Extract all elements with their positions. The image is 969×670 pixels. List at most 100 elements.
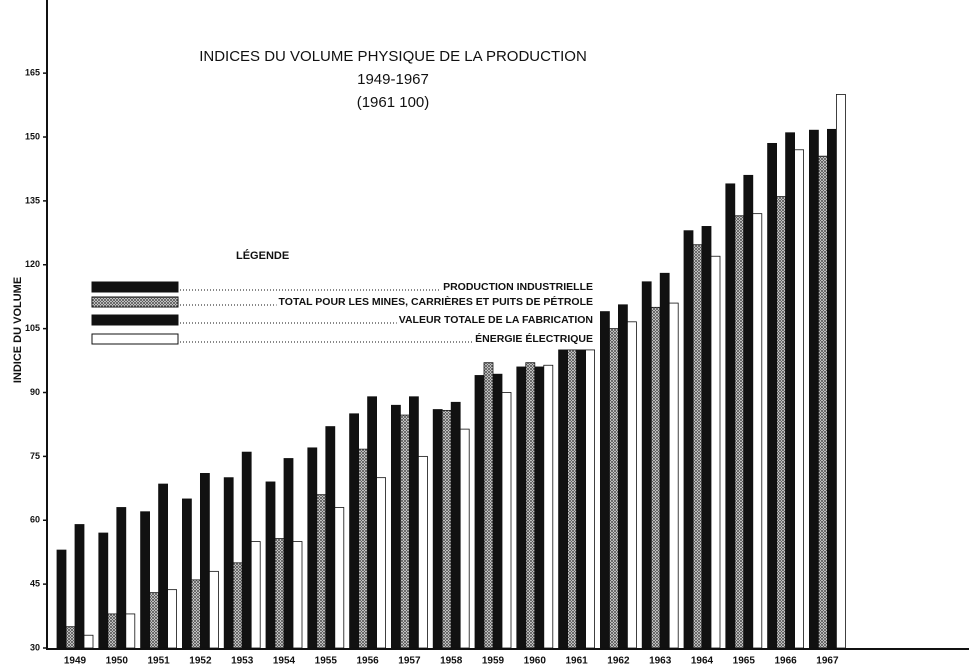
x-tick-label: 1960 (524, 656, 547, 667)
bar (125, 613, 136, 649)
bar (516, 366, 527, 649)
x-tick-label: 1955 (315, 656, 338, 667)
bar (250, 541, 261, 649)
bar (809, 129, 819, 649)
bar (367, 396, 378, 649)
bar (576, 349, 586, 649)
x-tick-label: 1956 (356, 656, 379, 667)
x-tick-label: 1965 (733, 656, 756, 667)
bar (358, 448, 369, 649)
y-tick-label: 105 (25, 323, 40, 333)
bar (543, 364, 554, 649)
y-tick-label: 90 (30, 387, 40, 397)
bar (692, 244, 703, 649)
bar (567, 349, 577, 649)
bar (618, 304, 628, 649)
bar (836, 94, 846, 649)
bar (600, 311, 610, 649)
x-tick-label: 1964 (691, 656, 714, 667)
bar (585, 349, 595, 649)
bar (459, 428, 470, 649)
bar (641, 281, 652, 649)
bar (390, 404, 401, 649)
x-tick-label: 1957 (398, 656, 421, 667)
bar (450, 401, 461, 649)
bar (474, 375, 485, 649)
bar (710, 255, 721, 649)
x-tick-label: 1954 (273, 656, 296, 667)
x-tick-label: 1951 (147, 656, 170, 667)
bar (776, 196, 786, 649)
bar (334, 507, 345, 649)
bar (534, 366, 545, 649)
bar (668, 302, 679, 649)
chart-title: INDICES DU VOLUME PHYSIQUE DE LA PRODUCT… (199, 48, 587, 65)
x-tick-label: 1962 (607, 656, 630, 667)
bar (752, 213, 763, 649)
bar (98, 532, 109, 649)
bar (274, 538, 285, 649)
bar (283, 458, 294, 649)
bar (158, 483, 169, 649)
bar (627, 321, 637, 649)
bar (492, 373, 503, 649)
bar (140, 511, 151, 649)
bar (441, 409, 452, 649)
y-tick-label: 120 (25, 259, 40, 269)
x-tick-label: 1953 (231, 656, 254, 667)
bar (56, 549, 67, 649)
bar (501, 392, 512, 649)
x-tick-label: 1961 (565, 656, 588, 667)
bar (83, 634, 94, 649)
bar (818, 155, 828, 649)
legend-swatch (91, 333, 179, 345)
bar (232, 562, 243, 649)
y-tick-label: 60 (30, 515, 40, 525)
bar (325, 426, 336, 649)
bar (265, 481, 276, 649)
legend-label: VALEUR TOTALE DE LA FABRICATION (399, 314, 593, 326)
x-tick-label: 1949 (64, 656, 87, 667)
x-tick-label: 1952 (189, 656, 212, 667)
bar (167, 589, 178, 649)
bar (116, 507, 127, 649)
bar (743, 174, 754, 649)
bar (734, 215, 745, 649)
bar (558, 349, 568, 649)
bar (432, 409, 443, 649)
bar (74, 524, 85, 649)
y-tick-label: 135 (25, 195, 40, 205)
chart-subtitle: 1949-1967 (357, 71, 429, 88)
x-tick-label: 1967 (816, 656, 839, 667)
x-tick-label: 1966 (774, 656, 797, 667)
x-tick-label: 1958 (440, 656, 463, 667)
legend-label: PRODUCTION INDUSTRIELLE (443, 281, 593, 293)
bar (483, 362, 494, 649)
legend-swatch (91, 281, 179, 293)
bar (223, 477, 234, 649)
bar (609, 328, 619, 649)
legend-swatch (91, 314, 179, 326)
bar (701, 226, 712, 649)
bar (199, 473, 210, 649)
y-axis-label: INDICE DU VOLUME (12, 277, 24, 383)
bar (307, 447, 318, 649)
y-tick-label: 75 (30, 451, 40, 461)
bar (725, 183, 736, 649)
bar (181, 498, 192, 649)
bar (683, 230, 694, 649)
bar (208, 570, 219, 649)
bar (316, 494, 327, 649)
y-tick-label: 150 (25, 131, 40, 141)
bar (349, 413, 360, 649)
legend-label: ÉNERGIE ÉLECTRIQUE (475, 332, 593, 345)
chart-subtitle: (1961 100) (357, 94, 430, 111)
y-tick-label: 45 (30, 579, 40, 589)
bar (408, 396, 419, 649)
x-tick-label: 1950 (106, 656, 129, 667)
bar (65, 626, 76, 649)
bar (241, 451, 252, 649)
bar (650, 306, 661, 649)
